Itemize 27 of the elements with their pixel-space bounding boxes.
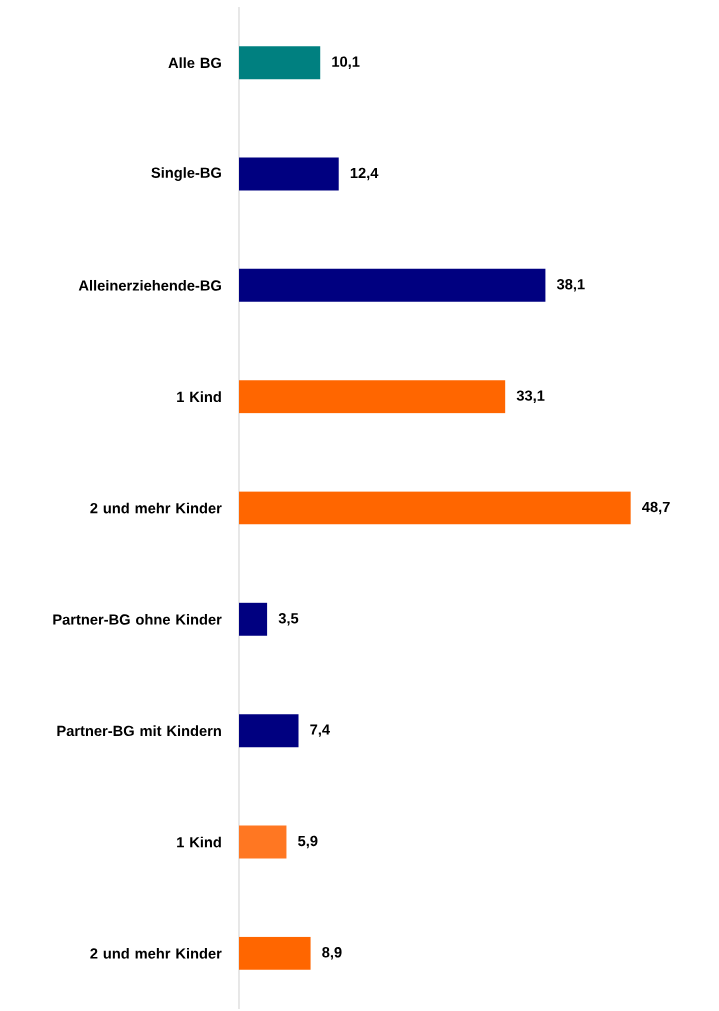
y-tick-label: Partner-BG mit Kindern: [57, 725, 221, 737]
data-label: 3,5: [278, 613, 299, 626]
y-tick-label: 2 und mehr Kinder: [90, 502, 222, 514]
bar: [239, 157, 339, 191]
data-label: 12,4: [350, 167, 379, 181]
y-tick-label: Partner-BG ohne Kinder: [53, 613, 222, 625]
bar: [239, 380, 506, 414]
data-label: 33,1: [516, 390, 545, 403]
bar: [239, 268, 546, 302]
y-tick-label: 2 und mehr Kinder: [90, 947, 222, 959]
bar: [239, 46, 321, 80]
y-tick-label: 1 Kind: [177, 836, 221, 848]
data-label: 38,1: [556, 279, 585, 292]
y-tick-label: Alleinerziehende-BG: [78, 279, 221, 291]
bar: [239, 602, 268, 636]
data-label: 48,7: [642, 501, 670, 515]
y-tick-label: 1 Kind: [177, 391, 221, 403]
data-label: 7,4: [310, 724, 330, 737]
y-tick-label: Single-BG: [151, 167, 221, 181]
bar: [239, 936, 311, 970]
bar: [239, 825, 287, 859]
data-label: 8,9: [322, 947, 342, 960]
y-tick-label: Alle BG: [168, 57, 221, 69]
bar: [239, 491, 631, 525]
data-label: 5,9: [298, 835, 318, 849]
bar: [239, 714, 299, 748]
data-label: 10,1: [332, 56, 360, 69]
